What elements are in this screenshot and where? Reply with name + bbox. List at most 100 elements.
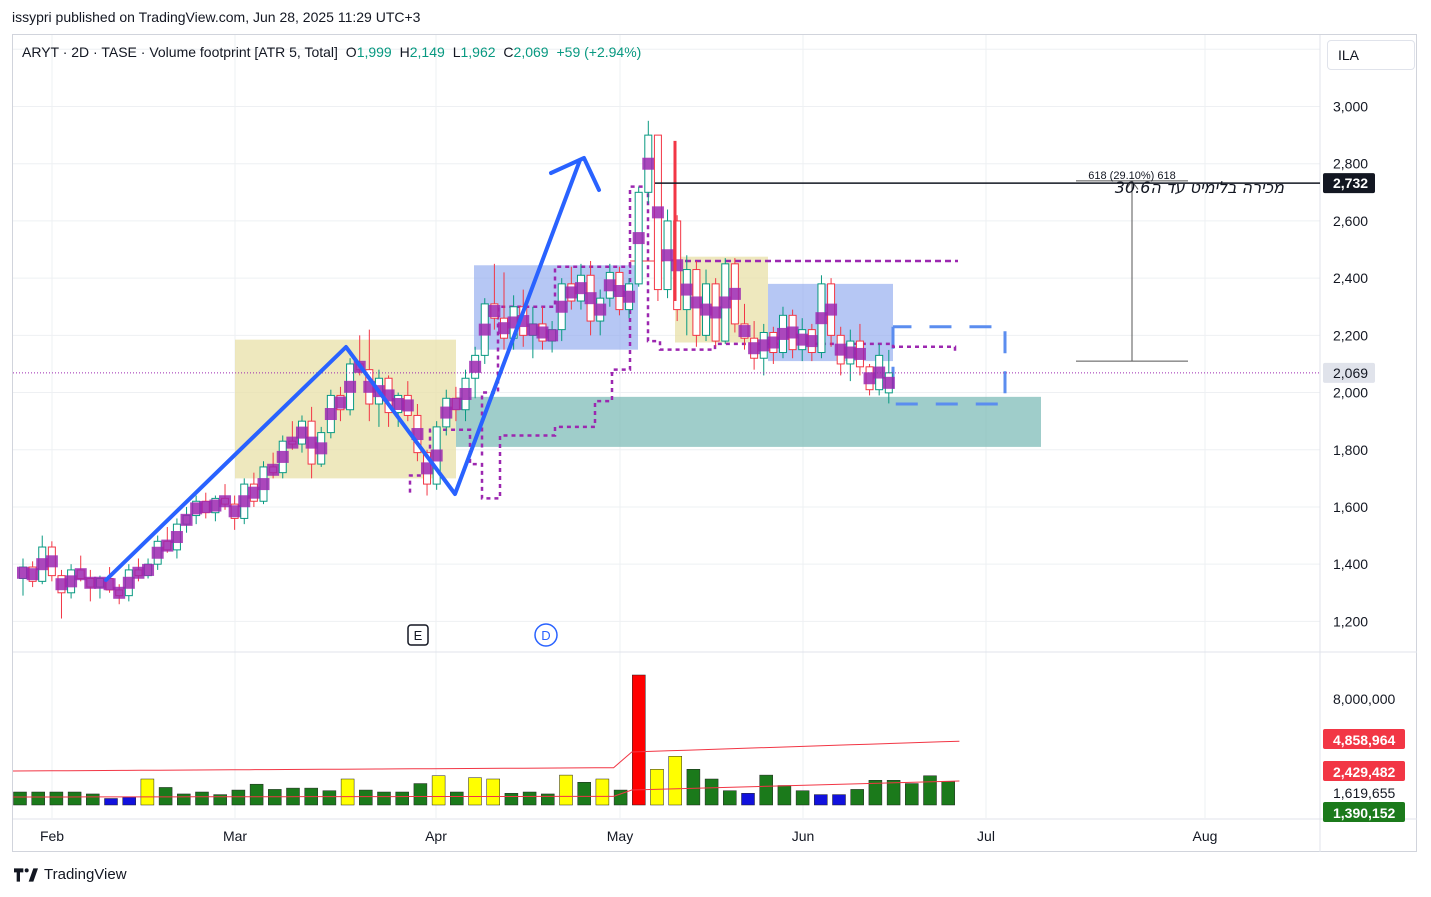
footprint-poc-marker (690, 296, 703, 309)
footprint-poc-marker (776, 327, 789, 340)
high-label: H (399, 44, 410, 60)
footprint-poc-marker (632, 232, 645, 245)
footprint-poc-marker (45, 555, 58, 568)
volume-axis-tag-label: 1,390,152 (1333, 805, 1395, 821)
volume-bar (522, 791, 537, 806)
change-value: +59 (+2.94%) (556, 44, 642, 60)
price-tick-label: 1,800 (1333, 442, 1368, 458)
price-tick-label: 2,800 (1333, 156, 1368, 172)
volume-bar (850, 789, 864, 806)
footprint-poc-marker (498, 322, 510, 335)
fib-label: 618 (29.10%) 618 (1088, 170, 1175, 182)
footprint-poc-marker (671, 259, 684, 272)
symbol-legend: ARYT · 2D · TASE · Volume footprint [ATR… (22, 44, 641, 60)
close-value: 2,069 (513, 44, 549, 60)
symbol-line[interactable]: ARYT · 2D · TASE · Volume footprint [ATR… (22, 44, 338, 60)
price-tick-label: 1,600 (1333, 499, 1368, 515)
footprint-poc-marker (315, 442, 328, 455)
price-tick-label: 2,600 (1333, 213, 1368, 229)
volume-ma-long (12, 740, 960, 772)
footprint-poc-marker (613, 285, 626, 298)
price-axis-tag (1323, 173, 1375, 194)
volume-bar (650, 769, 664, 806)
volume-bar (395, 791, 409, 806)
footprint-poc-marker (190, 502, 203, 515)
footprint-poc-marker (334, 396, 347, 409)
volume-bar (595, 778, 610, 806)
currency-selector[interactable]: ILA (1327, 40, 1415, 70)
volume-bar (632, 674, 646, 806)
footprint-poc-marker (767, 336, 780, 349)
footprint-poc-marker (478, 323, 491, 336)
volume-axis-tag-label: 2,429,482 (1333, 764, 1395, 780)
footprint-poc-marker (863, 372, 876, 385)
footprint-poc-marker (565, 286, 578, 299)
footprint-poc-marker (882, 376, 895, 389)
open-label: O (345, 44, 357, 60)
earnings-event-box (407, 624, 429, 646)
footprint-poc-marker (536, 326, 549, 339)
footprint-poc-marker (469, 360, 482, 373)
footprint-poc-marker (642, 157, 655, 170)
footprint-poc-marker (180, 513, 193, 526)
footprint-poc-marker (584, 292, 597, 305)
footprint-poc-marker (488, 305, 501, 318)
time-tick-label: Mar (223, 828, 247, 844)
footprint-poc-marker (247, 486, 260, 499)
footprint-poc-marker (815, 312, 828, 325)
volume-bar (741, 793, 755, 806)
footprint-poc-marker (825, 303, 838, 316)
time-tick-label: Feb (40, 828, 64, 844)
footprint-poc-marker (526, 323, 539, 336)
dividend-event-circle (534, 623, 558, 647)
volume-bar (413, 783, 428, 806)
volume-bar (86, 793, 100, 806)
consolidation-zone-yellow (235, 339, 456, 479)
footprint-poc-marker (709, 306, 722, 319)
volume-bar (158, 787, 173, 806)
dividend-event-icon: D (541, 628, 550, 643)
brand-name: TradingView (44, 866, 127, 883)
footprint-poc-marker (844, 346, 857, 359)
footprint-poc-marker (276, 450, 289, 463)
footprint-poc-marker (623, 290, 636, 303)
footprint-poc-marker (796, 333, 809, 346)
pattern-arrow (104, 158, 582, 582)
volume-bar (941, 781, 955, 806)
volume-bar (559, 774, 573, 806)
footprint-poc-marker (122, 576, 135, 589)
price-tick-label: 1,200 (1333, 613, 1368, 629)
volume-ma-short (12, 780, 960, 798)
time-tick-label: May (607, 828, 633, 844)
footprint-poc-marker (459, 387, 472, 400)
footprint-poc-marker (700, 303, 713, 316)
footprint-poc-marker (17, 566, 29, 579)
footprint-poc-marker (161, 539, 174, 552)
volume-bar (13, 791, 27, 806)
footprint-poc-marker (170, 531, 183, 544)
footprint-poc-marker (113, 586, 126, 599)
footer-brand[interactable]: TradingView (14, 866, 127, 883)
volume-bar (613, 789, 628, 806)
volume-axis-tag-label: 4,858,964 (1333, 732, 1395, 748)
volume-bar (923, 775, 937, 806)
footprint-poc-marker (786, 326, 799, 339)
volume-tick-label: 8,000,000 (1333, 691, 1395, 707)
footprint-poc-marker (74, 568, 87, 581)
volume-bar (31, 791, 45, 806)
volume-bar (886, 780, 901, 806)
volume-bar (777, 785, 792, 806)
volume-bar (213, 794, 227, 806)
price-tick-label: 1,400 (1333, 556, 1368, 572)
price-tick-label: 2,000 (1333, 385, 1368, 401)
footprint-poc-marker (748, 342, 761, 355)
low-label: L (452, 44, 461, 60)
footprint-poc-marker (142, 563, 155, 576)
footprint-poc-marker (594, 303, 607, 316)
footprint-poc-marker (430, 449, 443, 462)
volume-bars (13, 674, 955, 806)
footprint-poc-marker (680, 283, 693, 296)
footprint-poc-marker (84, 576, 97, 589)
